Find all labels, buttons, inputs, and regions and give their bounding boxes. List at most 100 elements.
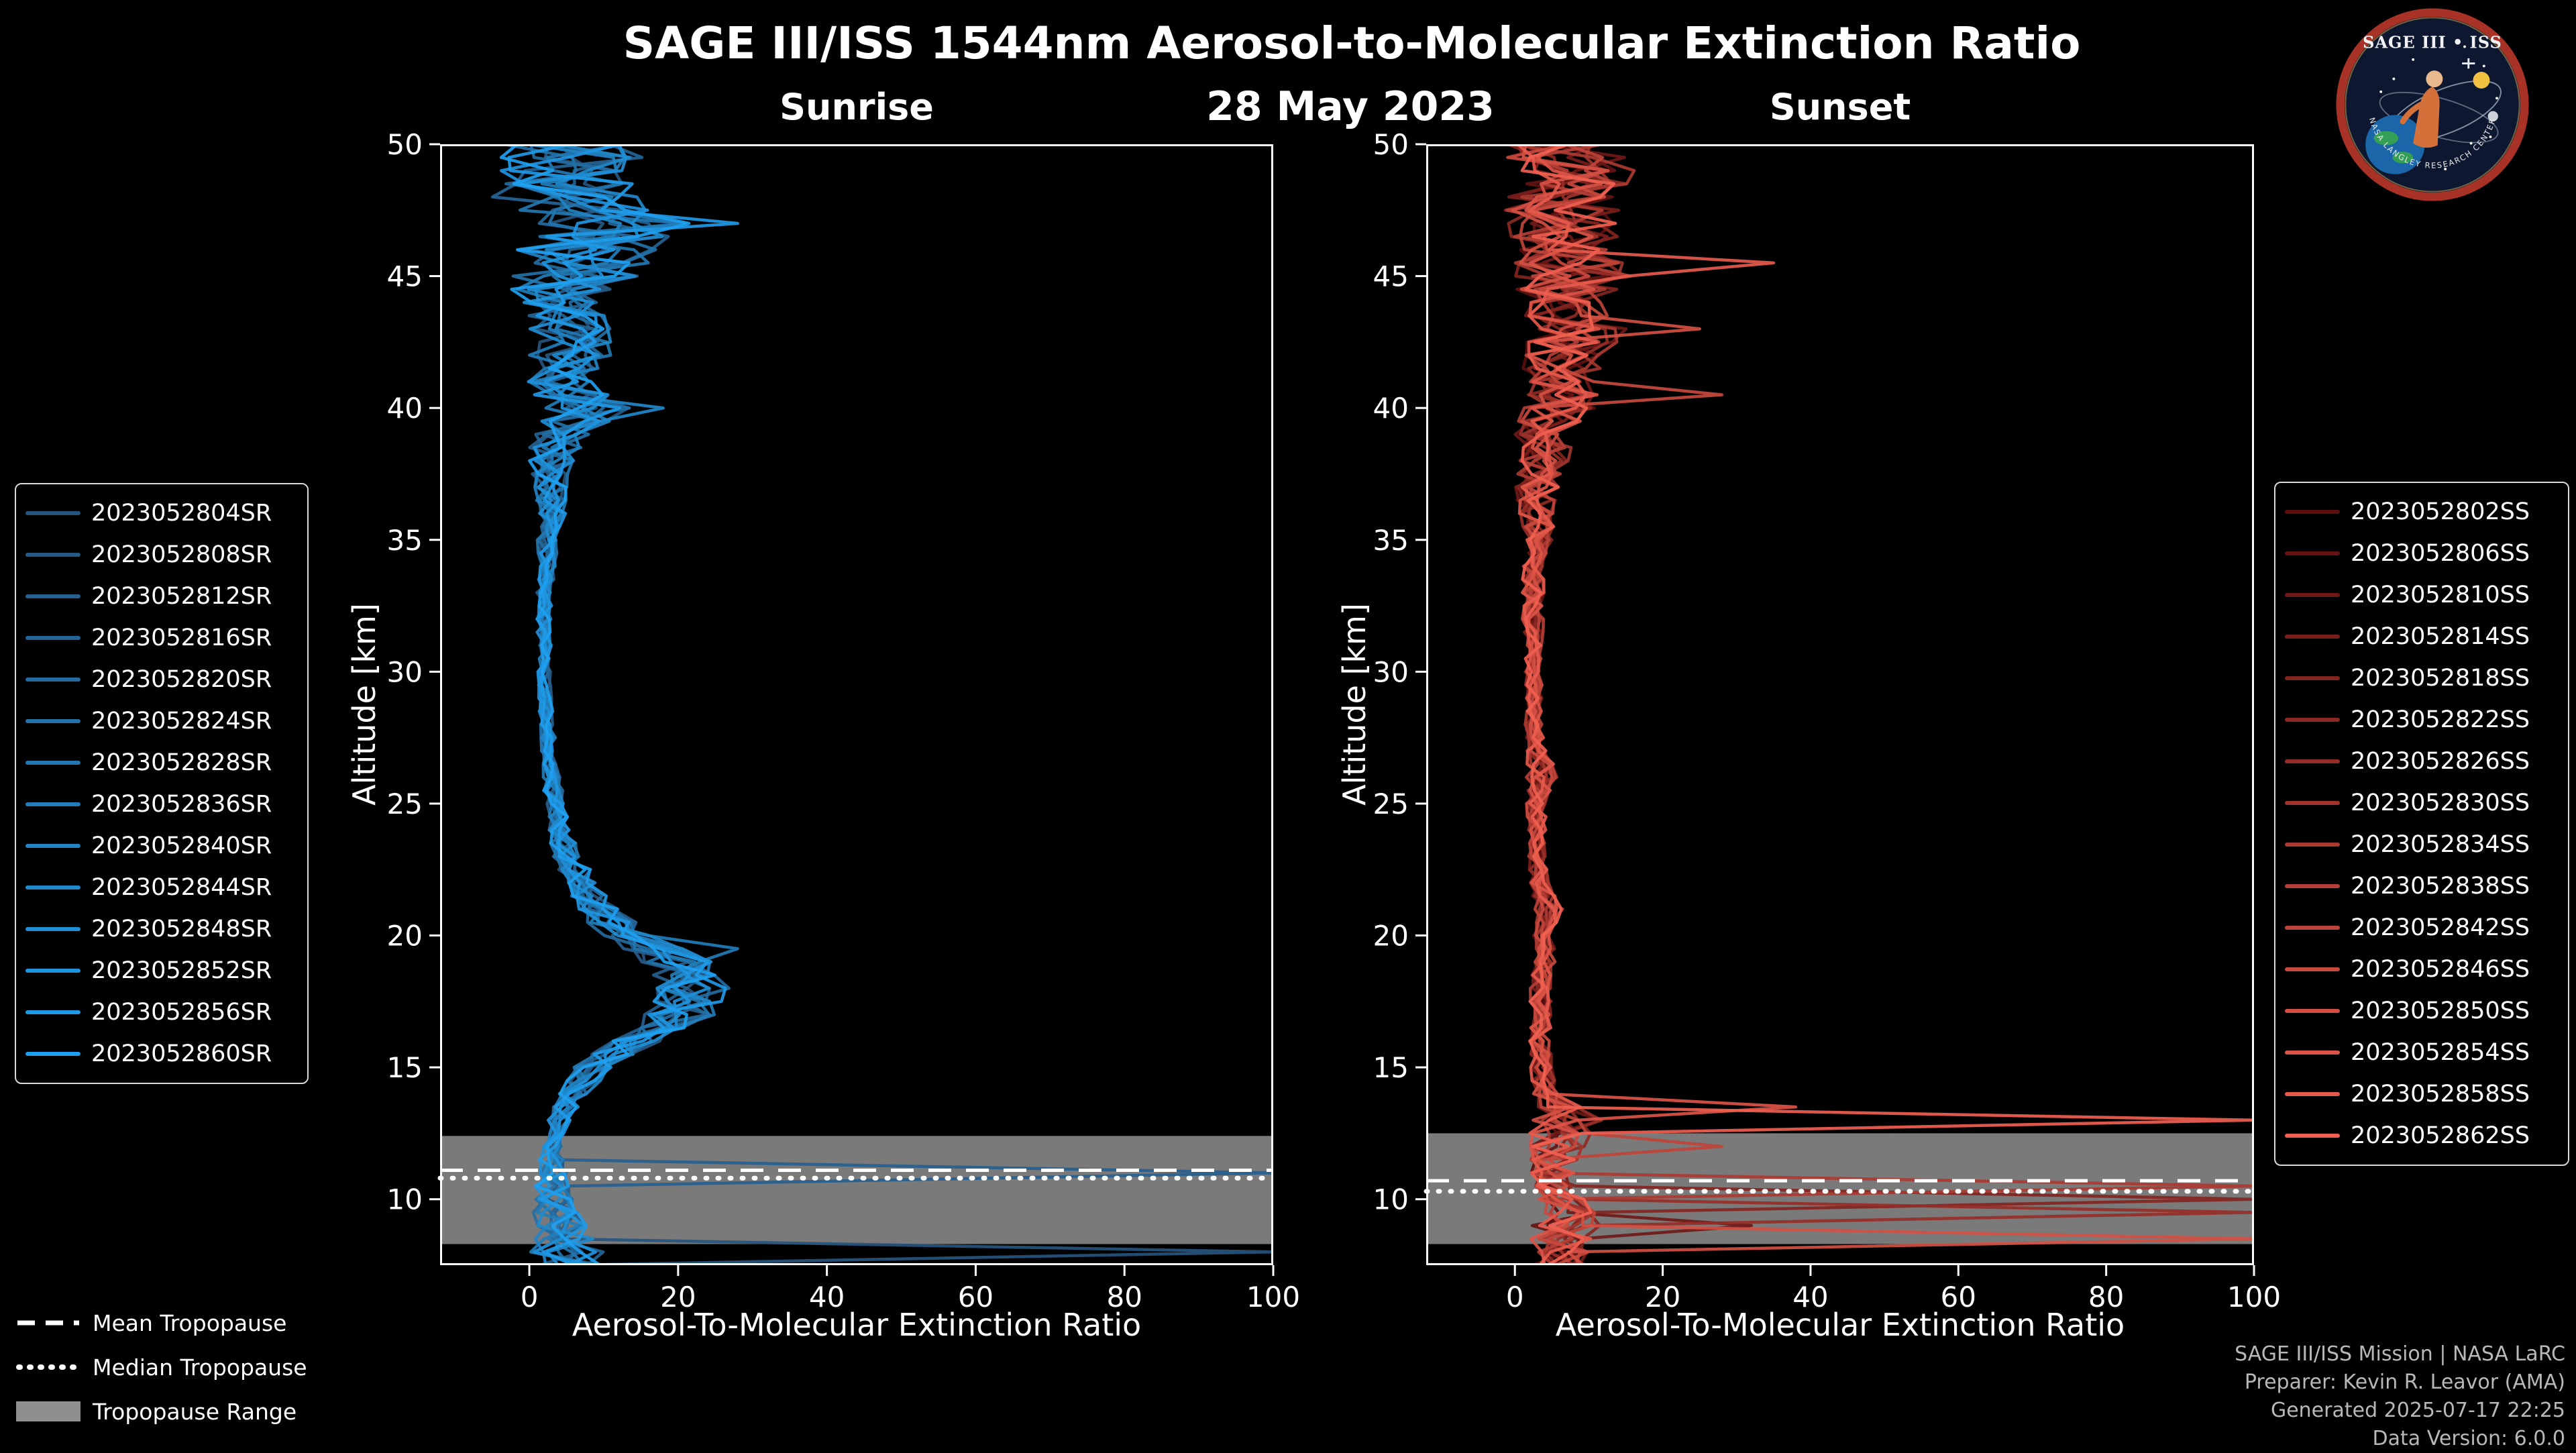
legend-label: 2023052822SS: [2351, 706, 2530, 733]
legend-line-swatch: [2285, 593, 2340, 597]
y-tick-label: 20: [1373, 920, 1409, 953]
x-tick-label: 40: [1792, 1281, 1828, 1313]
legend-item: 2023052840SR: [25, 825, 298, 867]
y-tick-label: 20: [387, 920, 423, 953]
legend-label: 2023052860SR: [91, 1040, 272, 1067]
legend-line-swatch: [2285, 551, 2340, 555]
x-tick-label: 80: [2088, 1281, 2124, 1313]
legend-item: 2023052820SR: [25, 659, 298, 700]
iss-icon: [2462, 58, 2475, 69]
legend-line-swatch: [2285, 801, 2340, 805]
profile-line: [1520, 144, 2254, 1265]
y-tick-label: 15: [387, 1051, 423, 1084]
legend-item: 2023052802SS: [2285, 491, 2559, 533]
legend-label: 2023052816SR: [91, 625, 272, 651]
legend-item: 2023052824SR: [25, 700, 298, 742]
patch-figure: [2413, 87, 2440, 148]
mean-tropopause-label: Mean Tropopause: [93, 1309, 287, 1336]
legend-line-swatch: [25, 969, 80, 973]
y-tick-label: 35: [1373, 524, 1409, 557]
legend-label: 2023052830SS: [2351, 790, 2530, 816]
y-tick-label: 45: [1373, 260, 1409, 293]
legend-item: 2023052852SR: [25, 950, 298, 991]
legend-line-swatch: [2285, 1134, 2340, 1138]
x-tick-label: 60: [1941, 1281, 1976, 1313]
legend-line-swatch: [2285, 510, 2340, 514]
legend-line-swatch: [25, 511, 80, 515]
y-tick-label: 25: [1373, 788, 1409, 820]
legend-label: 2023052834SS: [2351, 831, 2530, 858]
legend-item: 2023052818SS: [2285, 657, 2559, 699]
legend-label: 2023052818SS: [2351, 665, 2530, 692]
x-tick-label: 60: [958, 1281, 994, 1313]
credit-mission: SAGE III/ISS Mission | NASA LaRC: [2235, 1342, 2565, 1366]
plot-frame: [1426, 144, 2254, 1265]
y-tick-label: 45: [387, 260, 423, 293]
legend-item: 2023052858SS: [2285, 1073, 2559, 1115]
legend-line-swatch: [2285, 759, 2340, 763]
dashed-line-swatch: [17, 1320, 79, 1326]
legend-line-swatch: [2285, 1092, 2340, 1096]
median-tropopause-legend-item: Median Tropopause: [16, 1350, 307, 1385]
legend-item: 2023052844SR: [25, 867, 298, 908]
legend-line-swatch: [2285, 1051, 2340, 1055]
legend-item: 2023052850SS: [2285, 990, 2559, 1032]
legend-item: 2023052812SR: [25, 576, 298, 617]
legend-line-swatch: [2285, 635, 2340, 639]
credits: SAGE III/ISS Mission | NASA LaRC Prepare…: [2235, 1340, 2565, 1453]
dotted-line-swatch: [16, 1364, 80, 1370]
legend-label: 2023052810SS: [2351, 582, 2530, 608]
legend-item: 2023052814SS: [2285, 616, 2559, 657]
legend-label: 2023052858SS: [2351, 1081, 2530, 1108]
legend-label: 2023052852SR: [91, 957, 272, 984]
legend-item: 2023052810SS: [2285, 574, 2559, 616]
y-tick-label: 25: [387, 788, 423, 820]
mean-tropopause-legend-item: Mean Tropopause: [16, 1305, 307, 1340]
legend-item: 2023052838SS: [2285, 865, 2559, 907]
legend-line-swatch: [2285, 718, 2340, 722]
legend-label: 2023052854SS: [2351, 1039, 2530, 1066]
x-tick-label: 0: [521, 1281, 539, 1313]
tropopause-range-legend-item: Tropopause Range: [16, 1394, 307, 1429]
profile-line: [525, 144, 1273, 1265]
legend-label: 2023052842SS: [2351, 914, 2530, 941]
x-tick-label: 100: [1246, 1281, 1300, 1313]
legend-item: 2023052856SR: [25, 991, 298, 1033]
legend-label: 2023052820SR: [91, 666, 272, 693]
stars: [2379, 45, 2498, 170]
legend-line-swatch: [2285, 884, 2340, 888]
credit-generated: Generated 2025-07-17 22:25: [2270, 1399, 2565, 1422]
sunset-legend: 2023052802SS 2023052806SS 2023052810SS 2023…: [2274, 482, 2569, 1166]
legend-line-swatch: [25, 1010, 80, 1014]
legend-item: 2023052804SR: [25, 492, 298, 534]
legend-item: 2023052808SR: [25, 534, 298, 576]
y-tick-label: 15: [1373, 1051, 1409, 1084]
x-tick-label: 100: [2227, 1281, 2281, 1313]
legend-label: 2023052802SS: [2351, 498, 2530, 525]
legend-line-swatch: [25, 553, 80, 557]
legend-label: 2023052856SR: [91, 999, 272, 1026]
y-tick-label: 50: [1373, 128, 1409, 161]
tropopause-range-label: Tropopause Range: [93, 1398, 297, 1425]
x-tick-label: 20: [1645, 1281, 1680, 1313]
profile-line: [1517, 144, 1776, 1265]
legend-line-swatch: [2285, 676, 2340, 680]
legend-label: 2023052824SR: [91, 708, 272, 735]
tropopause-legend: Mean Tropopause Median Tropopause Tropop…: [16, 1305, 307, 1429]
tropopause-range-swatch: [16, 1401, 80, 1421]
panel-title-sunrise: Sunrise: [780, 86, 934, 128]
y-axis-label-sunset: Altitude [km]: [1336, 603, 1373, 806]
legend-item: 2023052816SR: [25, 617, 298, 659]
sunrise-legend: 2023052804SR 2023052808SR 2023052812SR 2023…: [15, 483, 309, 1084]
legend-item: 2023052822SS: [2285, 699, 2559, 741]
legend-item: 2023052848SR: [25, 908, 298, 950]
legend-item: 2023052854SS: [2285, 1032, 2559, 1073]
legend-item: 2023052828SR: [25, 742, 298, 784]
patch-title: SAGE III • ISS: [2363, 33, 2502, 52]
legend-line-swatch: [2285, 926, 2340, 930]
legend-line-swatch: [2285, 1009, 2340, 1013]
legend-line-swatch: [25, 594, 80, 598]
median-tropopause-label: Median Tropopause: [93, 1354, 307, 1381]
y-tick-label: 40: [1373, 392, 1409, 425]
